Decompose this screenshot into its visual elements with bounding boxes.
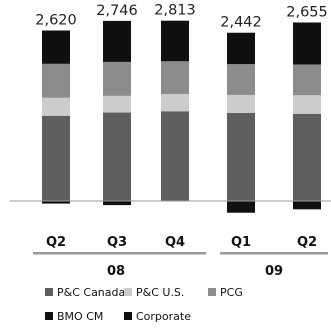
bar-segment-pcg <box>103 61 131 96</box>
bar-segment-bmo-cm <box>42 30 70 64</box>
bar-segment-p-c-u-s- <box>293 95 321 114</box>
category-label: Q2 <box>46 235 66 250</box>
bar-segment-p-c-u-s- <box>103 95 131 113</box>
bar-segment-bmo-cm <box>103 20 131 62</box>
bar-segment-p-c-u-s- <box>161 93 189 112</box>
total-label: 2,746 <box>96 3 138 19</box>
legend-label: Corporate <box>136 310 191 323</box>
year-group-line <box>220 252 328 255</box>
bar-segment-p-c-u-s- <box>42 97 70 116</box>
legend-swatch <box>124 288 132 296</box>
year-group-label: 08 <box>107 264 125 279</box>
legend-label: P&C U.S. <box>136 286 184 299</box>
bar-segment-pcg <box>293 64 321 96</box>
bar-segment-bmo-cm <box>293 22 321 65</box>
totals-layer: 2,620 2,746 2,813 2,442 2,655 <box>35 3 328 31</box>
bar-segment-bmo-cm <box>227 32 255 65</box>
category-label: Q2 <box>297 235 317 250</box>
bar-segment-p-c-canada <box>227 112 255 201</box>
bar-segment-p-c-canada <box>103 112 131 201</box>
bar-segment-corporate <box>103 201 131 206</box>
total-label: 2,655 <box>286 4 328 20</box>
legend-label: PCG <box>220 286 243 299</box>
bar-segment-bmo-cm <box>161 20 189 62</box>
year-groups: 08 09 <box>33 252 328 279</box>
total-label: 2,442 <box>220 15 262 31</box>
bar-segment-p-c-canada <box>293 113 321 201</box>
bar-segment-pcg <box>42 63 70 98</box>
total-label: 2,620 <box>35 12 77 28</box>
legend-swatch <box>45 288 53 296</box>
total-label: 2,813 <box>154 3 196 19</box>
category-label: Q1 <box>231 235 251 250</box>
category-label: Q4 <box>165 235 185 250</box>
bar-segment-pcg <box>227 64 255 95</box>
year-group-label: 09 <box>265 264 283 279</box>
legend: P&C Canada P&C U.S. PCG BMO CM Corporate <box>45 286 243 323</box>
legend-label: BMO CM <box>57 310 103 323</box>
bar-segment-corporate <box>42 201 70 204</box>
legend-label: P&C Canada <box>57 286 125 299</box>
bar-segment-p-c-u-s- <box>227 94 255 113</box>
bar-segment-corporate <box>227 201 255 213</box>
legend-swatch <box>124 312 132 320</box>
legend-swatch <box>45 312 53 320</box>
legend-swatch <box>208 288 216 296</box>
bar-segment-pcg <box>161 61 189 94</box>
category-labels: Q2 Q3 Q4 Q1 Q2 <box>46 235 317 250</box>
bars-layer <box>42 20 321 213</box>
category-label: Q3 <box>107 235 127 250</box>
bar-segment-p-c-canada <box>161 111 189 201</box>
year-group-line <box>33 252 206 255</box>
bar-segment-corporate <box>293 201 321 210</box>
bar-segment-p-c-canada <box>42 115 70 201</box>
